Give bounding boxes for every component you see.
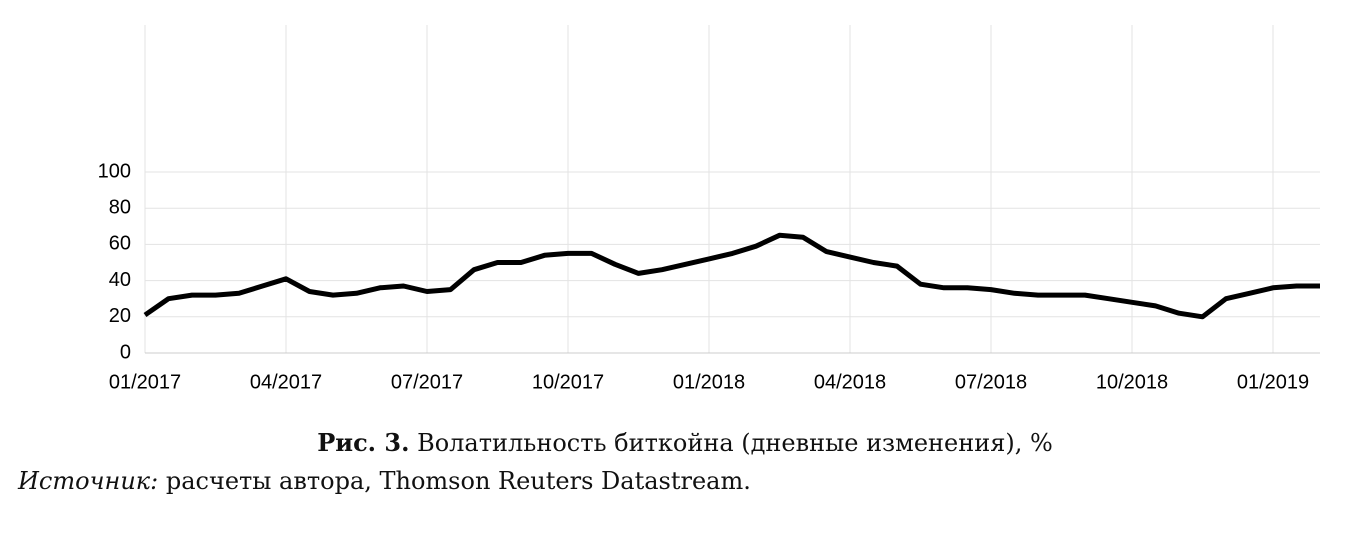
x-tick-label: 10/2017 <box>532 371 604 393</box>
caption-text: Волатильность биткойна (дневные изменени… <box>417 429 1053 457</box>
y-tick-label: 80 <box>109 196 131 218</box>
caption-label: Рис. 3. <box>317 428 410 457</box>
x-tick-label: 07/2017 <box>391 371 463 393</box>
chart: 0 20 40 60 80 100 01/2017 04/2017 07/2017 10/2017… <box>98 25 1320 393</box>
x-tick-label: 04/2017 <box>250 371 322 393</box>
y-tick-label: 60 <box>109 233 131 255</box>
y-tick-label: 0 <box>120 341 131 363</box>
caption: Рис. 3. Волатильность биткойна (дневные … <box>0 428 1370 457</box>
x-tick-label: 01/2017 <box>109 371 181 393</box>
source-label: Источник: <box>18 467 159 495</box>
x-tick-label: 10/2018 <box>1096 371 1168 393</box>
y-tick-label: 40 <box>109 269 131 291</box>
y-tick-label: 20 <box>109 305 131 327</box>
source: Источник: расчеты автора, Thomson Reuter… <box>18 467 751 495</box>
source-text: расчеты автора, Thomson Reuters Datastre… <box>165 467 751 495</box>
line <box>143 232 1320 320</box>
x-tick-label: 07/2018 <box>955 371 1027 393</box>
x-tick-label: 01/2018 <box>673 371 745 393</box>
x-tick-label: 04/2018 <box>814 371 886 393</box>
x-tick-label: 01/2019 <box>1237 371 1309 393</box>
y-tick-label: 100 <box>98 160 131 182</box>
